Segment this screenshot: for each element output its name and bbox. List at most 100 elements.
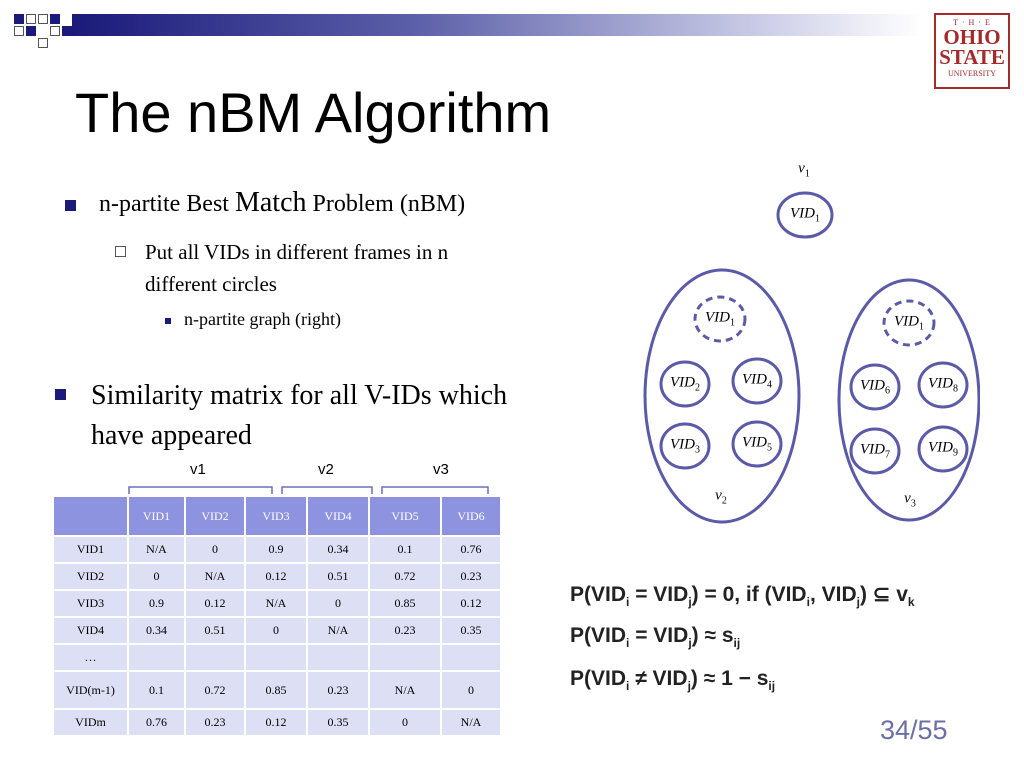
table-cell: VID1: [52, 535, 129, 564]
bullet-2: Similarity matrix for all V-IDs which ha…: [91, 376, 507, 456]
formula-2: P(VIDi = VIDj) ≈ sij: [570, 624, 741, 651]
table-header-row: VID1 VID2 VID3 VID4 VID5 VID6: [52, 495, 502, 537]
table-cell: 0.23: [306, 670, 370, 710]
table-cell: 0.23: [184, 708, 246, 737]
bullet-1-sub: Put all VIDs in different frames in n di…: [145, 236, 448, 300]
table-cell: [244, 643, 308, 672]
node-label: VID2: [670, 374, 700, 394]
hollow-square-icon: [115, 246, 126, 257]
table-header-cell: VID1: [127, 495, 186, 537]
bullet-square-icon: [55, 389, 66, 400]
node-v3-vid1: [882, 299, 936, 347]
table-cell: 0.72: [368, 562, 442, 591]
table-header-cell: VID2: [184, 495, 246, 537]
table-cell: N/A: [368, 670, 442, 710]
bullet-1-pre: n-partite Best: [99, 191, 235, 217]
table-cell: 0.35: [306, 708, 370, 737]
table-cell: VID2: [52, 562, 129, 591]
group-label-v3: v3: [433, 461, 449, 478]
table-cell: N/A: [184, 562, 246, 591]
bullet-1-sub-line1: Put all VIDs in different frames in n: [145, 240, 449, 264]
node-label: VID8: [928, 375, 958, 395]
node-v1-vid1: [776, 191, 834, 239]
table-cell: 0.76: [127, 708, 186, 737]
bullet-1-big: Match: [234, 187, 307, 218]
node-vid2: [659, 360, 711, 408]
label-v1: v1: [798, 160, 810, 180]
node-v2-vid1: [693, 295, 747, 343]
group-label-v2: v2: [318, 461, 334, 478]
table-row: VID1 N/A 0 0.9 0.34 0.1 0.76: [52, 535, 502, 564]
table-cell: VIDm: [52, 708, 129, 737]
table-cell: 0.51: [184, 616, 246, 645]
node-vid5: [731, 420, 783, 468]
partition-v3: [837, 278, 980, 522]
table-cell: [368, 643, 442, 672]
logo-top-text: T · H · E: [953, 18, 991, 27]
node-vid6: [849, 363, 901, 411]
similarity-matrix: VID1 VID2 VID3 VID4 VID5 VID6 VID1 N/A 0 0.…: [52, 495, 502, 737]
bullet-2-line1: Similarity matrix for all V-IDs which: [91, 380, 508, 411]
partition-v2: [643, 268, 801, 524]
node-label: VID7: [860, 441, 890, 461]
node-vid8: [917, 361, 969, 409]
logo-line2: STATE: [939, 45, 1005, 69]
node-label: VID4: [742, 371, 772, 391]
page-number: 34/55: [880, 715, 948, 745]
table-cell: VID3: [52, 589, 129, 618]
logo-line1: OHIO: [943, 25, 1001, 49]
table-row: VID(m-1) 0.1 0.72 0.85 0.23 N/A 0: [52, 670, 502, 710]
table-cell: 0.23: [440, 562, 502, 591]
table-cell: 0.85: [244, 670, 308, 710]
slide-title: The nBM Algorithm: [75, 81, 552, 144]
table-cell: 0.34: [127, 616, 186, 645]
header-gradient-bar: [72, 14, 922, 36]
table-cell: 0.72: [184, 670, 246, 710]
node-label: VID1: [705, 309, 735, 329]
node-vid4: [731, 357, 783, 405]
formula-1: P(VIDi = VIDj) = 0, if (VIDi, VIDj) ⊆ vk: [570, 583, 915, 610]
table-row: VID4 0.34 0.51 0 N/A 0.23 0.35: [52, 616, 502, 645]
bullet-1-sub-line2: different circles: [145, 272, 277, 296]
table-cell: 0.23: [368, 616, 442, 645]
table-cell: 0: [440, 670, 502, 710]
node-label: VID3: [670, 436, 700, 456]
table-cell: 0.34: [306, 535, 370, 564]
table-cell: N/A: [127, 535, 186, 564]
bracket-v3: [381, 486, 489, 494]
table-cell: 0.85: [368, 589, 442, 618]
table-cell: VID(m-1): [52, 670, 129, 710]
table-row: VIDm 0.76 0.23 0.12 0.35 0 N/A: [52, 708, 502, 737]
table-row: …: [52, 643, 502, 672]
table-header-cell: VID6: [440, 495, 502, 537]
table-cell: N/A: [306, 616, 370, 645]
table-cell: 0.51: [306, 562, 370, 591]
table-cell: 0.12: [244, 562, 308, 591]
table-cell: N/A: [440, 708, 502, 737]
table-cell: N/A: [244, 589, 308, 618]
ohio-state-logo: T · H · E OHIO STATE UNIVERSITY: [934, 13, 1010, 89]
table-cell: …: [52, 643, 129, 672]
node-vid7: [849, 427, 901, 475]
table-row: VID3 0.9 0.12 N/A 0 0.85 0.12: [52, 589, 502, 618]
node-label: VID9: [928, 439, 958, 459]
table-cell: 0.1: [368, 535, 442, 564]
table-header-cell: VID4: [306, 495, 370, 537]
table-cell: 0.9: [127, 589, 186, 618]
small-square-icon: [165, 318, 171, 324]
bullet-1: n-partite Best Match Problem (nBM): [99, 187, 465, 219]
bracket-v1: [128, 486, 273, 494]
bullet-1-subsub: n-partite graph (right): [184, 309, 341, 329]
bullet-1-post: Problem (nBM): [306, 191, 466, 217]
table-cell: [440, 643, 502, 672]
table-header-cell: VID3: [244, 495, 308, 537]
table-cell: [306, 643, 370, 672]
table-cell: 0.12: [244, 708, 308, 737]
bullet-square-icon: [65, 200, 76, 211]
table-cell: [184, 643, 246, 672]
table-cell: 0.1: [127, 670, 186, 710]
table-cell: 0.9: [244, 535, 308, 564]
node-label: VID6: [860, 377, 890, 397]
table-cell: 0: [244, 616, 308, 645]
table-cell: [127, 643, 186, 672]
